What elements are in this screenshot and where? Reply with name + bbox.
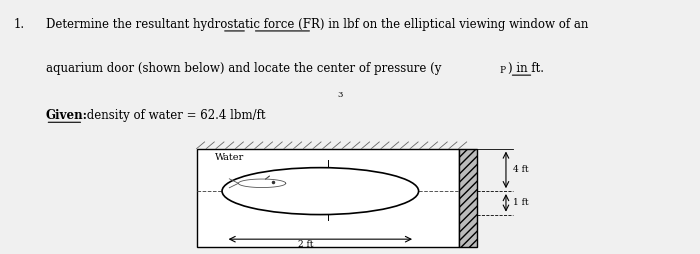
Text: 1.: 1.	[14, 18, 25, 31]
Text: ) in ft.: ) in ft.	[508, 62, 544, 75]
Ellipse shape	[222, 168, 419, 215]
Bar	[458, 149, 477, 247]
Text: P: P	[499, 66, 505, 75]
Bar	[197, 149, 458, 247]
Text: Determine the resultant hydrostatic force (FR) in lbf on the elliptical viewing : Determine the resultant hydrostatic forc…	[46, 18, 588, 31]
Text: aquarium door (shown below) and locate the center of pressure (y: aquarium door (shown below) and locate t…	[46, 62, 441, 75]
Text: density of water = 62.4 lbm/ft: density of water = 62.4 lbm/ft	[83, 109, 266, 122]
Text: 2 ft: 2 ft	[298, 240, 314, 249]
Text: 3: 3	[337, 91, 343, 99]
Text: Water: Water	[215, 153, 244, 162]
Text: 4 ft: 4 ft	[513, 165, 529, 174]
Text: Given:: Given:	[46, 109, 88, 122]
Text: 1 ft: 1 ft	[513, 198, 529, 207]
